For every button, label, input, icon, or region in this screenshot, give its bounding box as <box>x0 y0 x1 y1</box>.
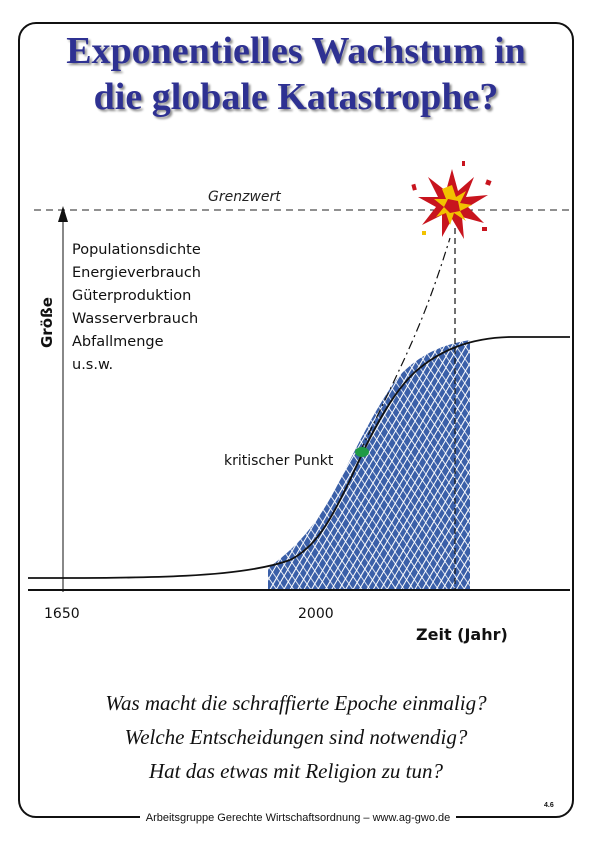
quantity-item: Populationsdichte <box>72 242 201 258</box>
quantities-list: Populationsdichte Energieverbrauch Güter… <box>72 242 201 373</box>
quantity-item: Wasserverbrauch <box>72 311 198 327</box>
page-title: Exponentielles Wachstum in die globale K… <box>18 28 574 120</box>
question-2: Welche Entscheidungen sind notwendig? <box>124 725 468 749</box>
arrow-up-icon <box>58 206 68 222</box>
footer: Arbeitsgruppe Gerechte Wirtschaftsordnun… <box>0 812 596 824</box>
title-line-1: Exponentielles Wachstum in <box>66 30 526 72</box>
explosion-icon <box>411 161 492 239</box>
quantity-item: Güterproduktion <box>72 288 191 304</box>
questions-block: Was macht die schraffierte Epoche einmal… <box>18 686 574 788</box>
growth-curve <box>27 336 570 579</box>
page-number: 4.6 <box>544 802 554 809</box>
y-axis-label: Größe <box>38 297 56 348</box>
limit-label: Grenzwert <box>208 189 281 205</box>
quantity-item: Abfallmenge <box>72 334 164 350</box>
critical-point-dot <box>355 447 369 457</box>
quantity-item: Energieverbrauch <box>72 265 201 281</box>
page-frame <box>18 22 574 818</box>
question-1: Was macht die schraffierte Epoche einmal… <box>105 691 487 715</box>
quantity-item: u.s.w. <box>72 357 113 373</box>
question-3: Hat das etwas mit Religion zu tun? <box>149 759 443 783</box>
x-tick-2000: 2000 <box>298 606 334 622</box>
exponential-extension <box>359 237 451 453</box>
title-line-2: die globale Katastrophe? <box>93 76 499 118</box>
critical-point-label: kritischer Punkt <box>224 453 334 469</box>
x-axis-label: Zeit (Jahr) <box>416 625 508 644</box>
footer-text: Arbeitsgruppe Gerechte Wirtschaftsordnun… <box>139 812 457 824</box>
x-tick-1650: 1650 <box>44 606 80 622</box>
